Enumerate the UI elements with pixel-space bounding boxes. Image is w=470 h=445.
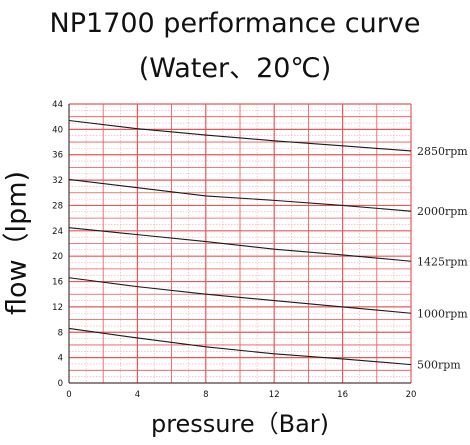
- y-tick-label: 24: [52, 227, 63, 237]
- y-tick-label: 0: [58, 379, 63, 389]
- y-tick-label: 36: [52, 151, 63, 161]
- x-tick-label: 0: [66, 390, 71, 400]
- series-label-500rpm: 500rpm: [417, 359, 461, 372]
- y-tick-label: 4: [58, 354, 63, 364]
- y-tick-label: 8: [58, 328, 63, 338]
- y-axis-label: flow（lpm): [1, 170, 33, 316]
- chart-subtitle: (Water、20℃): [138, 53, 332, 84]
- y-tick-label: 44: [52, 100, 63, 110]
- series-label-2850rpm: 2850rpm: [417, 145, 468, 158]
- tick-labels: 0 4 8 12 16 20 0 4 8 12 16 20 24 28 32 36 40 44: [52, 100, 416, 400]
- x-tick-label: 4: [135, 390, 140, 400]
- y-tick-label: 28: [52, 201, 63, 211]
- y-tick-label: 16: [52, 278, 63, 288]
- series-line-2850rpm: [68, 119, 412, 152]
- y-tick-label: 12: [52, 303, 63, 313]
- y-tick-label: 40: [52, 125, 63, 135]
- x-tick-label: 20: [406, 390, 417, 400]
- series-labels: 2850rpm 2000rpm 1425rpm 1000rpm 500rpm: [417, 145, 468, 372]
- series-label-2000rpm: 2000rpm: [417, 205, 468, 218]
- chart-title: NP1700 performance curve: [49, 8, 421, 39]
- series-line-2000rpm: [68, 178, 412, 212]
- axes: [68, 104, 411, 384]
- series-label-1425rpm: 1425rpm: [417, 255, 468, 268]
- x-tick-label: 8: [203, 390, 208, 400]
- series-line-1425rpm: [68, 227, 412, 262]
- y-tick-label: 20: [52, 252, 63, 262]
- series-line-500rpm: [68, 327, 412, 366]
- y-tick-label: 32: [52, 176, 63, 186]
- x-axis-label: pressure（Bar): [150, 410, 330, 438]
- series-line-1000rpm: [68, 277, 412, 314]
- x-tick-label: 16: [337, 390, 348, 400]
- series-label-1000rpm: 1000rpm: [417, 307, 468, 320]
- x-tick-label: 12: [269, 390, 280, 400]
- series-lines: [68, 119, 412, 366]
